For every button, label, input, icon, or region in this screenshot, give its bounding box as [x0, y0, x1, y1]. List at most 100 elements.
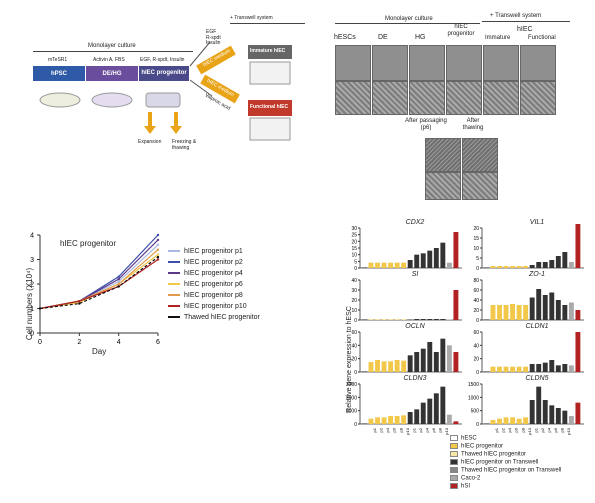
- functional-hiec-label: Functional hIEC: [250, 104, 289, 110]
- expression-legend-swatch: [450, 459, 458, 465]
- micrograph-progenitor-low: [446, 45, 482, 81]
- bar: [453, 290, 459, 320]
- bar-y-tick-label: 1500: [468, 382, 479, 388]
- growth-legend-item: Thawed hIEC progenitor: [168, 314, 260, 324]
- bar: [368, 418, 374, 424]
- bar: [401, 360, 407, 372]
- bar: [503, 305, 509, 320]
- bar-y-tick-label: 15: [351, 246, 357, 252]
- micrograph-hg-low: [409, 45, 445, 81]
- bar-x-category: p4: [385, 427, 390, 432]
- bar: [401, 415, 407, 424]
- expression-legend-item: Thawed hIEC progenitor on Transwell: [450, 467, 561, 474]
- bar: [414, 254, 420, 268]
- bar: [529, 265, 535, 268]
- bar-x-category: p1: [494, 427, 499, 432]
- bar: [433, 393, 439, 424]
- growth-series-line: [39, 239, 159, 310]
- growth-legend-item: hIEC progenitor p4: [168, 270, 243, 280]
- bar: [555, 300, 561, 320]
- bar-y-tick-label: 0: [476, 422, 479, 428]
- bar: [575, 224, 581, 268]
- growth-legend-label: hIEC progenitor p1: [184, 248, 243, 255]
- bar: [549, 405, 555, 424]
- bar-x-category: p1: [411, 427, 416, 432]
- bar-y-tick-label: 30: [351, 288, 357, 294]
- bar: [523, 305, 529, 320]
- bar: [440, 386, 446, 424]
- bar: [562, 364, 568, 372]
- expansion-label: Expansion: [138, 139, 162, 145]
- bar-y-tick-label: 0: [476, 266, 479, 272]
- expression-legend-swatch: [450, 483, 458, 489]
- bar: [575, 332, 581, 372]
- micro-col-immature: Immature: [485, 35, 511, 41]
- bar: [394, 360, 400, 372]
- growth-point: [117, 285, 120, 288]
- bar-x-category: p2: [418, 427, 423, 432]
- bar: [394, 262, 400, 268]
- bar-y-tick-label: 40: [351, 278, 357, 284]
- bar-x-category: p4: [507, 427, 512, 432]
- schematic-graphics: [39, 41, 292, 141]
- bar-panel-zo-1: ZO-1 0 20 40 60 80: [473, 271, 592, 324]
- bar: [420, 253, 426, 268]
- bar-y-tick-label: 1000: [468, 395, 479, 401]
- bar-y-tick-label: 10: [351, 253, 357, 259]
- bar: [420, 402, 426, 424]
- bar: [555, 408, 561, 424]
- expression-legend-label: hIEC progenitor on Transwell: [461, 459, 539, 466]
- bar-y-tick-label: 20: [351, 298, 357, 304]
- bar: [516, 305, 522, 320]
- growth-legend-swatch: [168, 283, 180, 286]
- bar-panel-ocln: OCLN 0 20 40 60: [351, 323, 470, 376]
- growth-point: [156, 248, 160, 251]
- bar: [510, 304, 516, 320]
- growth-legend-item: hIEC progenitor p8: [168, 292, 243, 302]
- growth-point: [78, 299, 81, 303]
- bar-panel-cldn5: CLDN5 0 500 1000 1500 p1 p2 p4 p6 p8 p10 p1 p2 p4 p6 p8…: [468, 375, 592, 435]
- bar: [361, 267, 368, 269]
- bar: [375, 360, 380, 372]
- medium-activin: Activin A, FBS: [93, 57, 125, 63]
- bar: [490, 420, 496, 424]
- bar: [368, 262, 374, 268]
- stage-hpsc: hPSC: [33, 66, 85, 81]
- stage-hiec-progenitor: hIEC progenitor: [139, 66, 189, 81]
- growth-series-line: [39, 256, 159, 310]
- bar: [401, 319, 407, 320]
- bar-y-tick-label: 20: [473, 226, 479, 232]
- bar-panel-svg: 0 5 10 15 20: [473, 224, 584, 272]
- expression-panel: Relative gene expression to hESC CDX2 0 5 1…: [330, 210, 595, 503]
- micrograph-hg-high: [409, 81, 445, 115]
- bar: [414, 319, 420, 320]
- bar: [407, 355, 413, 372]
- micrograph-immature-high: [483, 81, 519, 115]
- growth-x-tick-label: 6: [156, 339, 160, 346]
- bar: [483, 371, 490, 373]
- growth-point: [117, 277, 120, 281]
- bar: [407, 260, 413, 268]
- bar-x-category: p6: [514, 427, 519, 432]
- bar-y-tick-label: 40: [351, 343, 357, 349]
- expression-legend-swatch: [450, 467, 458, 473]
- bar-panel-vil1: VIL1 0 5 10 15 20: [473, 219, 592, 272]
- bar: [542, 262, 548, 268]
- bar-y-tick-label: 60: [473, 288, 479, 294]
- bar: [394, 319, 400, 320]
- bar: [414, 352, 420, 372]
- micro-transwell-header: + Transwell system: [490, 13, 542, 19]
- bar: [427, 398, 433, 424]
- expression-legend-item: Caco-2: [450, 475, 480, 482]
- bar: [420, 348, 426, 372]
- stage-de-hg: DE/HG: [86, 66, 138, 81]
- growth-legend-swatch: [168, 305, 180, 308]
- growth-point: [38, 307, 42, 310]
- bar: [394, 416, 400, 424]
- expression-legend-swatch: [450, 475, 458, 481]
- growth-point: [117, 275, 120, 278]
- bar: [497, 266, 502, 268]
